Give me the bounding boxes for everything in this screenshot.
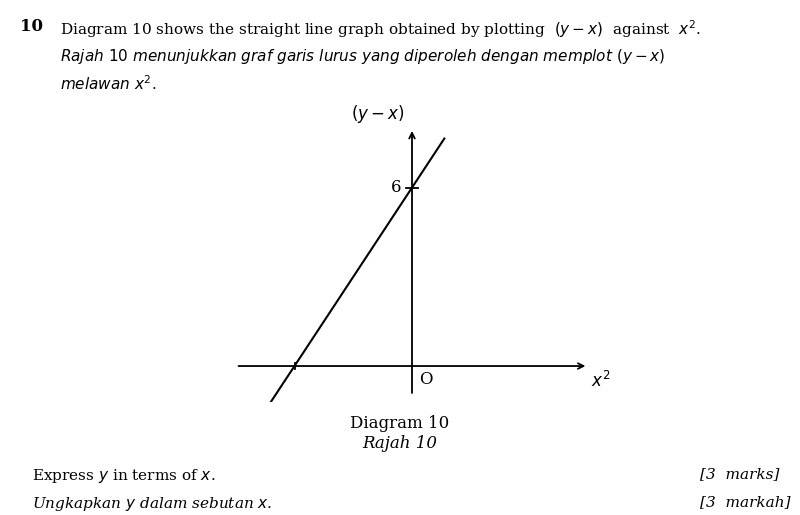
Text: O: O — [419, 371, 433, 388]
Text: Diagram 10: Diagram 10 — [350, 415, 450, 432]
Text: Ungkapkan $y$ dalam sebutan $x$.: Ungkapkan $y$ dalam sebutan $x$. — [32, 495, 272, 513]
Text: Express $y$ in terms of $x$.: Express $y$ in terms of $x$. — [32, 467, 215, 485]
Text: Diagram 10 shows the straight line graph obtained by plotting  $(y - x)$  agains: Diagram 10 shows the straight line graph… — [60, 18, 701, 40]
Text: $\it{melawan}$ $x^2$.: $\it{melawan}$ $x^2$. — [60, 75, 157, 93]
Text: Rajah 10: Rajah 10 — [362, 435, 438, 452]
Text: $x^2$: $x^2$ — [591, 370, 610, 390]
Text: $\it{Rajah}$ $\it{10}$ $\it{menunjukkan}$ $\it{graf}$ $\it{garis}$ $\it{lurus}$ : $\it{Rajah}$ $\it{10}$ $\it{menunjukkan}… — [60, 47, 666, 66]
Text: [3  marks]: [3 marks] — [700, 467, 779, 481]
Text: [3  markah]: [3 markah] — [700, 495, 790, 509]
Text: $(y - x)$: $(y - x)$ — [351, 103, 405, 125]
Text: 6: 6 — [391, 179, 402, 196]
Text: 10: 10 — [20, 18, 43, 35]
